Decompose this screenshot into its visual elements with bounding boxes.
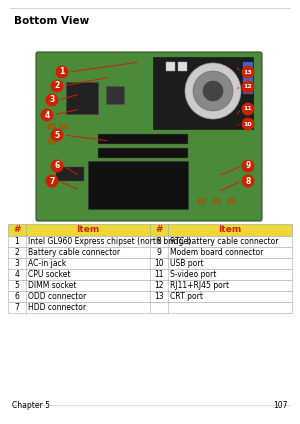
Text: 2: 2 <box>54 81 60 90</box>
Circle shape <box>40 109 53 122</box>
Circle shape <box>185 63 241 119</box>
Text: 8: 8 <box>157 237 161 246</box>
Text: 11: 11 <box>244 106 252 112</box>
Bar <box>56 167 84 181</box>
Text: 3: 3 <box>15 259 20 268</box>
Circle shape <box>46 94 59 106</box>
Circle shape <box>50 159 64 173</box>
Text: 7: 7 <box>15 303 20 312</box>
Text: 4: 4 <box>44 111 50 120</box>
Text: ODD connector: ODD connector <box>28 292 86 301</box>
Bar <box>228 199 235 204</box>
Text: CPU socket: CPU socket <box>28 270 70 279</box>
Text: 3: 3 <box>50 95 55 104</box>
Text: 11: 11 <box>154 270 164 279</box>
Circle shape <box>242 81 254 94</box>
Bar <box>66 82 98 114</box>
Text: 10: 10 <box>154 259 164 268</box>
Text: AC-in jack: AC-in jack <box>28 259 66 268</box>
Text: HDD connector: HDD connector <box>28 303 86 312</box>
Bar <box>60 124 67 129</box>
Text: Bottom View: Bottom View <box>14 16 89 26</box>
Text: Intel GL960 Express chipset (north bridge): Intel GL960 Express chipset (north bridg… <box>28 237 191 246</box>
Bar <box>88 161 188 209</box>
Text: 9: 9 <box>245 162 250 170</box>
Text: Battery cable connector: Battery cable connector <box>28 248 120 257</box>
Bar <box>8 236 292 247</box>
Circle shape <box>56 65 68 78</box>
Text: 6: 6 <box>54 162 60 170</box>
Circle shape <box>193 71 233 111</box>
Bar <box>8 302 292 313</box>
Bar <box>166 62 175 71</box>
Text: RTC battery cable connector: RTC battery cable connector <box>170 237 278 246</box>
Bar <box>8 291 292 302</box>
Bar <box>8 280 292 291</box>
Text: CRT port: CRT port <box>170 292 203 301</box>
Text: 1: 1 <box>15 237 20 246</box>
Text: #: # <box>155 226 163 234</box>
Circle shape <box>50 80 64 92</box>
Circle shape <box>50 128 64 142</box>
Bar <box>8 258 292 269</box>
Circle shape <box>242 175 254 187</box>
Bar <box>198 199 205 204</box>
Circle shape <box>242 117 254 131</box>
Bar <box>8 247 292 258</box>
Text: 12: 12 <box>244 84 252 89</box>
Text: 9: 9 <box>157 248 161 257</box>
Text: 6: 6 <box>15 292 20 301</box>
Circle shape <box>242 65 254 78</box>
Text: Chapter 5: Chapter 5 <box>12 401 50 410</box>
Text: 8: 8 <box>245 176 251 186</box>
Bar <box>48 139 55 144</box>
Text: 12: 12 <box>154 281 164 290</box>
Text: S-video port: S-video port <box>170 270 216 279</box>
Bar <box>106 86 124 104</box>
Text: 1: 1 <box>59 67 64 76</box>
Text: 13: 13 <box>244 70 252 75</box>
Text: 2: 2 <box>15 248 20 257</box>
Text: 10: 10 <box>244 122 252 126</box>
Text: 5: 5 <box>15 281 20 290</box>
Circle shape <box>46 175 59 187</box>
Text: Modem board connector: Modem board connector <box>170 248 263 257</box>
Bar <box>243 62 253 94</box>
Circle shape <box>203 81 223 101</box>
Circle shape <box>242 103 254 115</box>
FancyBboxPatch shape <box>36 52 262 221</box>
Bar <box>98 134 188 144</box>
Bar <box>98 148 188 158</box>
Bar <box>48 124 55 129</box>
Text: USB port: USB port <box>170 259 204 268</box>
Bar <box>8 224 292 236</box>
Bar <box>8 269 292 280</box>
Text: Item: Item <box>76 226 100 234</box>
Text: DIMM socket: DIMM socket <box>28 281 76 290</box>
Bar <box>178 62 187 71</box>
Circle shape <box>242 159 254 173</box>
Text: 7: 7 <box>49 176 55 186</box>
Text: 5: 5 <box>54 131 60 139</box>
Text: RJ11+RJ45 port: RJ11+RJ45 port <box>170 281 229 290</box>
Text: Item: Item <box>218 226 242 234</box>
Text: #: # <box>13 226 21 234</box>
Text: 107: 107 <box>274 401 288 410</box>
Text: 13: 13 <box>154 292 164 301</box>
Bar <box>213 199 220 204</box>
Text: 4: 4 <box>15 270 20 279</box>
Bar <box>153 57 253 129</box>
